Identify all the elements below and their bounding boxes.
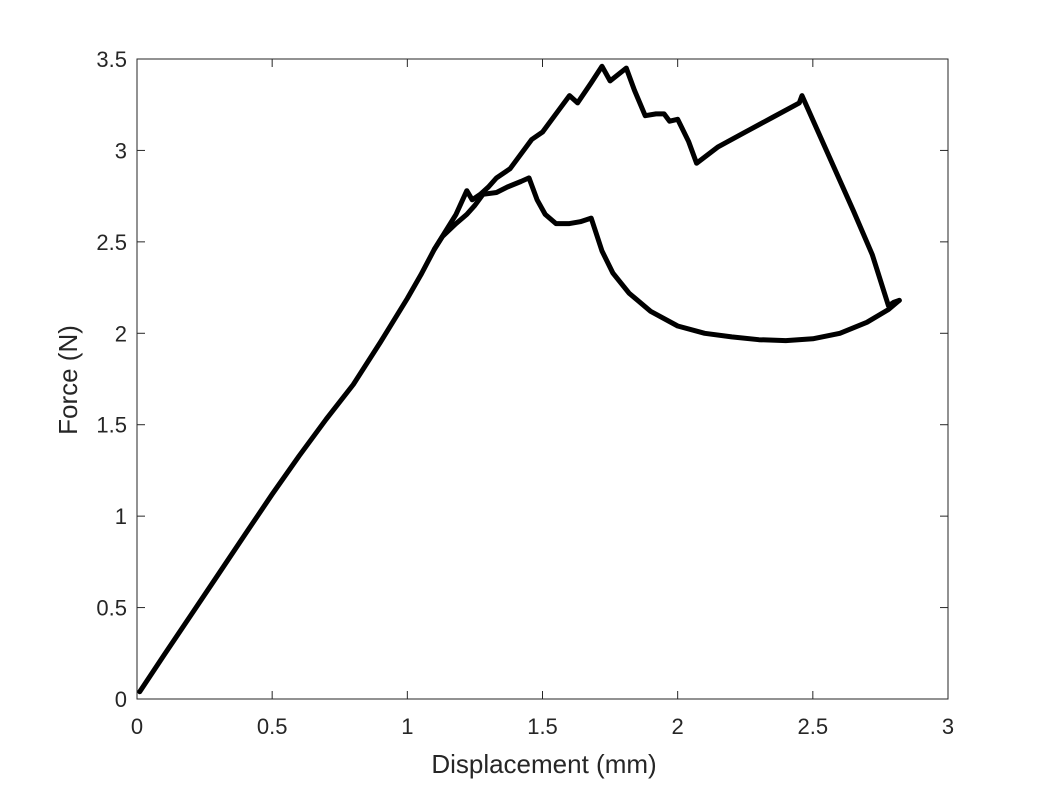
series-line-1 [137, 175, 902, 695]
x-tick-label: 0 [131, 714, 143, 739]
x-tick-label: 3 [942, 714, 954, 739]
y-tick-label: 3.5 [96, 47, 127, 72]
series-line-2 [431, 63, 902, 309]
x-axis-title: Displacement (mm) [431, 749, 656, 779]
y-tick-label: 0 [115, 687, 127, 712]
y-axis-title: Force (N) [53, 325, 83, 435]
y-tick-label: 1 [115, 504, 127, 529]
y-tick-label: 2.5 [96, 230, 127, 255]
x-tick-label: 0.5 [257, 714, 288, 739]
series-layer [137, 63, 902, 695]
x-tick-label: 1 [401, 714, 413, 739]
x-tick-label: 1.5 [527, 714, 558, 739]
y-tick-label: 3 [115, 138, 127, 163]
y-tick-label: 1.5 [96, 413, 127, 438]
y-tick-label: 0.5 [96, 596, 127, 621]
x-tick-label: 2.5 [798, 714, 829, 739]
y-tick-label: 2 [115, 321, 127, 346]
ticks-layer: 0 0.5 1 1.5 2 2.5 3 0 0.5 1 1.5 2 2.5 3 3.5 [96, 47, 954, 739]
x-tick-label: 2 [672, 714, 684, 739]
